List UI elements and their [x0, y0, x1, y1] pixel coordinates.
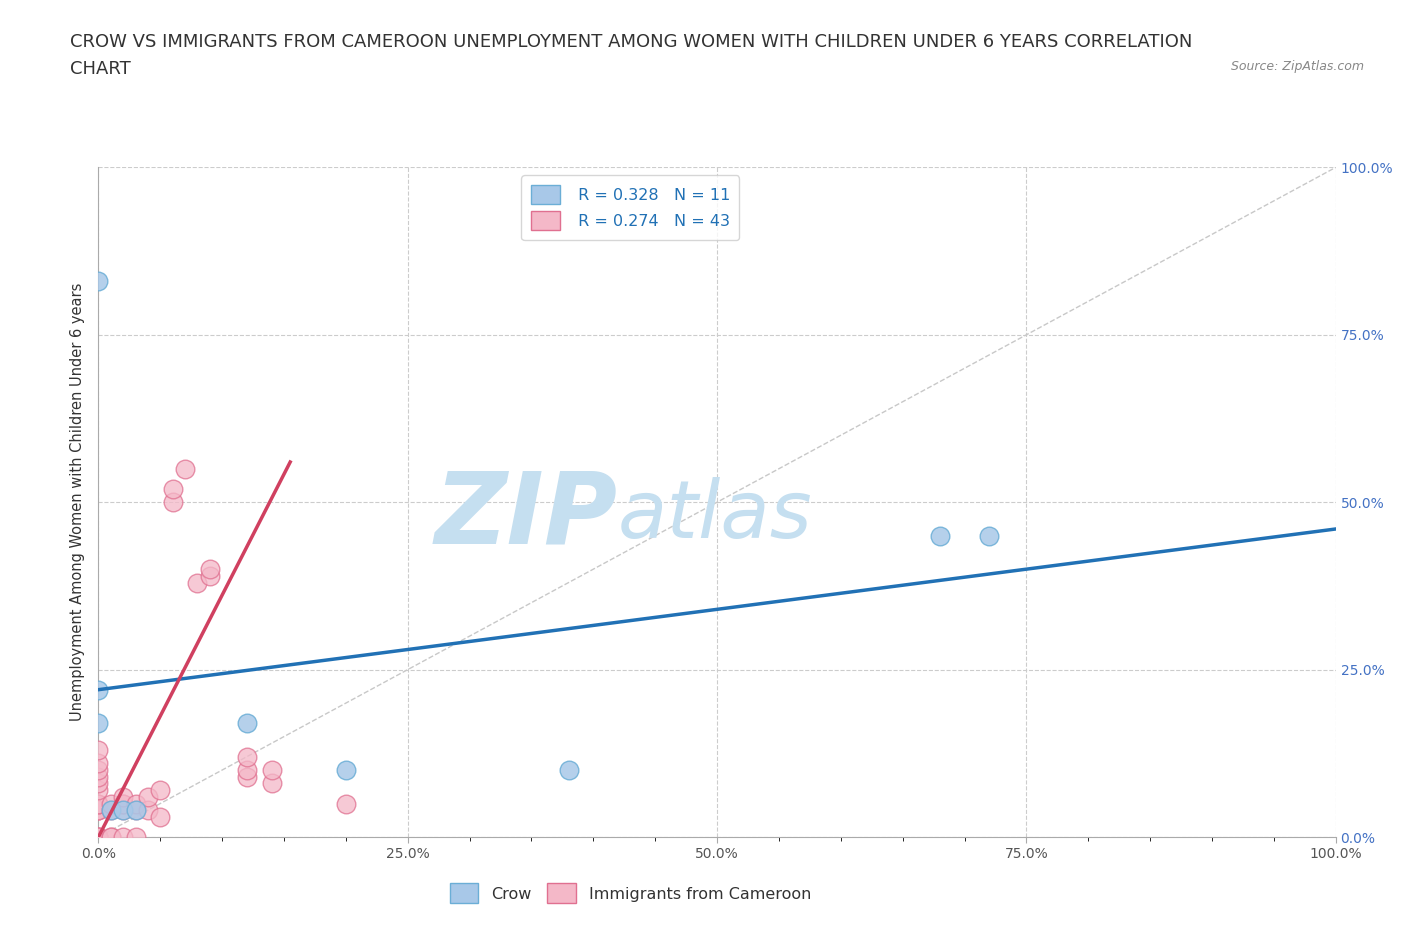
Y-axis label: Unemployment Among Women with Children Under 6 years: Unemployment Among Women with Children U… [70, 283, 86, 722]
Point [87, 776, 110, 790]
Point [335, 763, 357, 777]
Point [87, 683, 110, 698]
Point [87, 803, 110, 817]
Point [100, 830, 122, 844]
Point [124, 830, 146, 844]
Point [260, 776, 283, 790]
Point [87, 769, 110, 784]
Point [87, 796, 110, 811]
Point [112, 803, 135, 817]
Point [112, 803, 135, 817]
Point [149, 783, 172, 798]
Point [198, 562, 221, 577]
Point [87, 830, 110, 844]
Text: atlas: atlas [619, 476, 813, 554]
Point [112, 790, 135, 804]
Point [186, 575, 208, 590]
Point [124, 803, 146, 817]
Point [87, 756, 110, 771]
Text: ZIP: ZIP [434, 467, 619, 565]
Point [87, 830, 110, 844]
Point [236, 763, 259, 777]
Point [87, 716, 110, 731]
Point [112, 796, 135, 811]
Point [174, 461, 197, 476]
Point [112, 796, 135, 811]
Point [124, 796, 146, 811]
Point [87, 803, 110, 817]
Text: Source: ZipAtlas.com: Source: ZipAtlas.com [1230, 60, 1364, 73]
Point [87, 273, 110, 288]
Legend: Crow, Immigrants from Cameroon: Crow, Immigrants from Cameroon [443, 877, 818, 910]
Point [87, 763, 110, 777]
Point [100, 796, 122, 811]
Point [335, 796, 357, 811]
Point [87, 796, 110, 811]
Text: CHART: CHART [70, 60, 131, 78]
Point [260, 763, 283, 777]
Point [124, 803, 146, 817]
Point [100, 803, 122, 817]
Point [162, 495, 184, 510]
Point [87, 742, 110, 757]
Point [236, 750, 259, 764]
Point [87, 830, 110, 844]
Point [136, 803, 159, 817]
Point [162, 482, 184, 497]
Text: CROW VS IMMIGRANTS FROM CAMEROON UNEMPLOYMENT AMONG WOMEN WITH CHILDREN UNDER 6 : CROW VS IMMIGRANTS FROM CAMEROON UNEMPLO… [70, 33, 1192, 50]
Point [100, 803, 122, 817]
Point [136, 790, 159, 804]
Point [149, 809, 172, 824]
Point [87, 803, 110, 817]
Point [979, 528, 1001, 543]
Point [236, 716, 259, 731]
Point [198, 568, 221, 583]
Point [87, 783, 110, 798]
Point [557, 763, 579, 777]
Point [100, 830, 122, 844]
Point [112, 830, 135, 844]
Point [928, 528, 950, 543]
Point [236, 769, 259, 784]
Point [87, 830, 110, 844]
